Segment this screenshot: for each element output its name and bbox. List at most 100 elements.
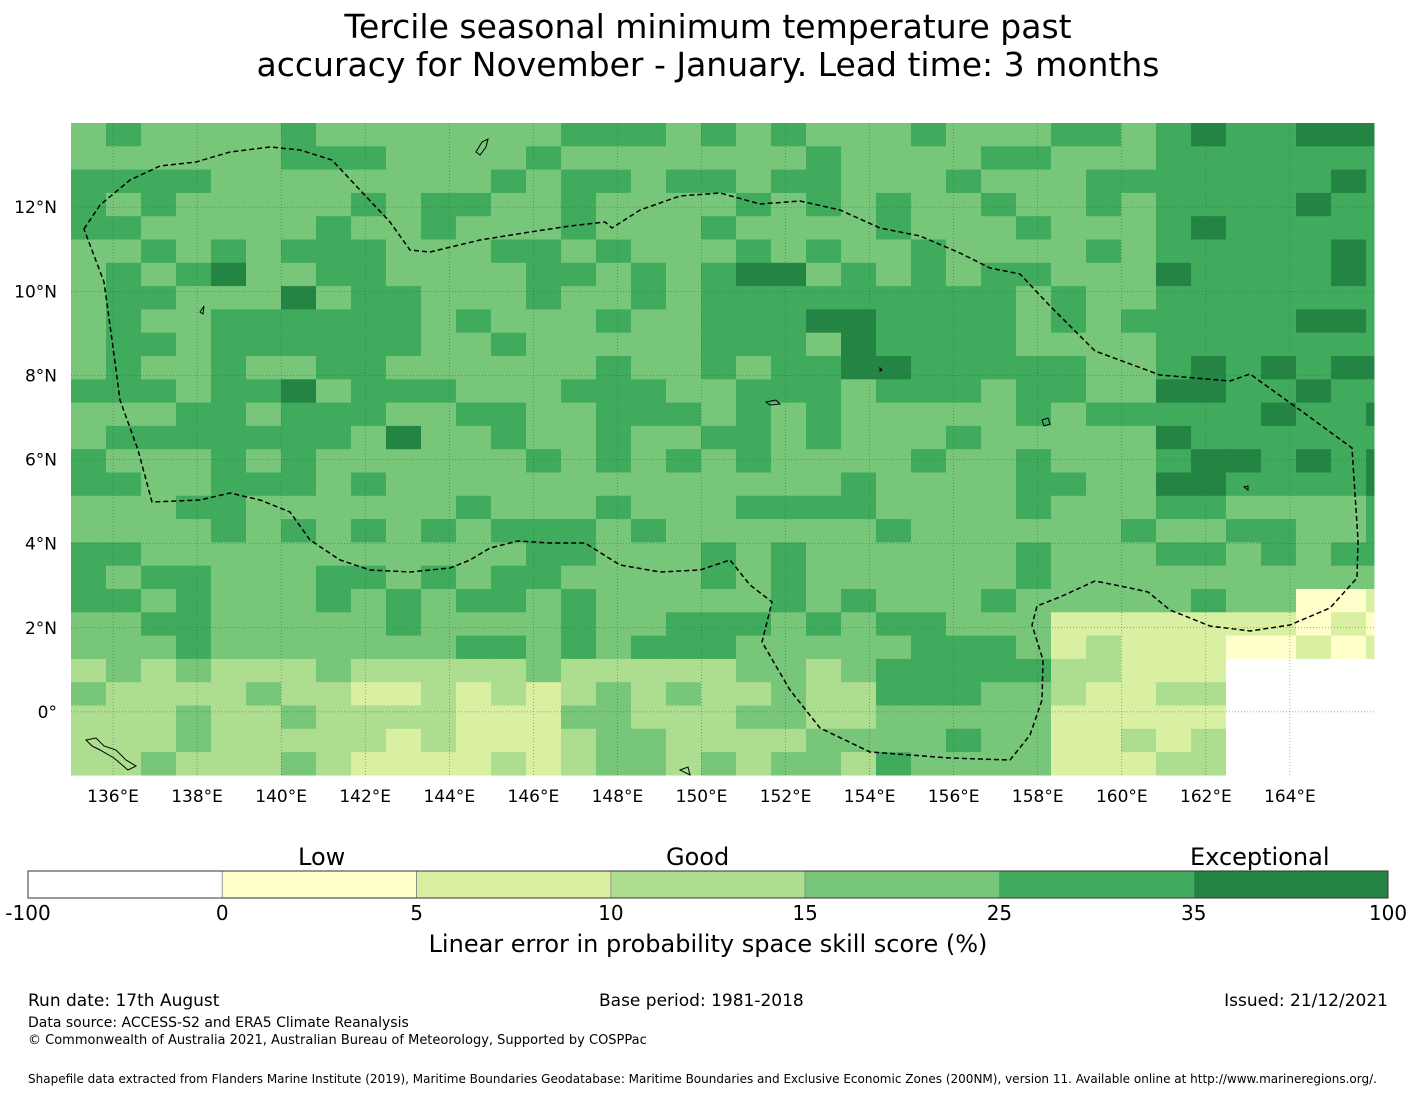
grid-cell	[351, 519, 387, 543]
grid-cell	[1051, 682, 1087, 706]
grid-cell	[106, 425, 142, 450]
grid-cell	[1331, 658, 1367, 683]
grid-cell	[281, 519, 317, 543]
grid-cell	[106, 449, 142, 473]
grid-cell	[1296, 565, 1332, 590]
grid-cell	[736, 612, 772, 637]
grid-cell	[946, 705, 982, 730]
grid-cell	[841, 123, 877, 147]
grid-cell	[1016, 728, 1052, 753]
grid-cell	[736, 146, 772, 171]
grid-cell	[1226, 565, 1262, 590]
grid-cell	[631, 752, 667, 776]
grid-cell	[246, 169, 282, 194]
grid-cell	[736, 472, 772, 497]
grid-cell	[176, 123, 212, 147]
grid-cell	[106, 402, 142, 427]
grid-cell	[526, 635, 562, 660]
grid-cell	[1121, 286, 1157, 310]
grid-cell	[421, 146, 457, 171]
grid-cell	[946, 402, 982, 427]
colorbar-tick-label: 100	[1369, 901, 1407, 925]
grid-cell	[1086, 472, 1122, 497]
grid-cell	[1331, 216, 1367, 240]
grid-cell	[736, 728, 772, 753]
grid-cell	[1016, 612, 1052, 637]
grid-cell	[911, 495, 947, 520]
grid-cell	[281, 472, 317, 497]
grid-cell	[106, 495, 142, 520]
grid-cell	[1051, 519, 1087, 543]
colorbar-tick-label: 10	[598, 901, 623, 925]
grid-cell	[876, 705, 912, 730]
grid-cell	[526, 519, 562, 543]
grid-cell	[911, 635, 947, 660]
grid-cell	[1226, 239, 1262, 264]
grid-cell	[246, 425, 282, 450]
grid-cell	[876, 589, 912, 613]
grid-cell	[1156, 752, 1192, 776]
grid-cell	[1121, 379, 1157, 404]
grid-cell	[491, 565, 527, 590]
grid-cell	[1226, 658, 1262, 683]
grid-cell	[981, 192, 1017, 217]
grid-cell	[666, 123, 702, 147]
grid-cell	[141, 146, 177, 171]
grid-cell	[771, 169, 807, 194]
issued-date: Issued: 21/12/2021	[1224, 991, 1388, 1011]
grid-cell	[806, 192, 842, 217]
grid-cell	[106, 123, 142, 147]
grid-cell	[141, 192, 177, 217]
grid-cell	[316, 356, 352, 380]
grid-cell	[1121, 682, 1157, 706]
grid-cell	[666, 472, 702, 497]
run-date: Run date: 17th August	[28, 991, 220, 1011]
grid-cell	[351, 262, 387, 287]
grid-cell	[491, 612, 527, 637]
grid-cell	[1331, 682, 1367, 706]
grid-cell	[491, 658, 527, 683]
grid-cell	[386, 752, 422, 776]
grid-cell	[281, 589, 317, 613]
grid-cell	[526, 356, 562, 380]
grid-cell	[771, 309, 807, 334]
grid-cell	[1051, 589, 1087, 613]
grid-cell	[176, 146, 212, 171]
grid-cell	[386, 402, 422, 427]
grid-cell	[911, 542, 947, 567]
grid-cell	[736, 123, 772, 147]
latitude-tick-label: 2°N	[25, 619, 57, 639]
grid-cell	[911, 379, 947, 404]
grid-cell	[211, 425, 247, 450]
grid-cell	[701, 356, 737, 380]
map-title-line-2: accuracy for November - January. Lead ti…	[256, 45, 1160, 84]
grid-cell	[946, 356, 982, 380]
grid-cell	[281, 192, 317, 217]
grid-cell	[106, 286, 142, 310]
grid-cell	[736, 262, 772, 287]
grid-cell	[456, 286, 492, 310]
grid-cell	[1261, 635, 1297, 660]
grid-cell	[736, 705, 772, 730]
grid-cell	[1051, 565, 1087, 590]
grid-cell	[1086, 542, 1122, 567]
grid-cell	[1156, 356, 1192, 380]
grid-cell	[106, 332, 142, 357]
grid-cell	[1086, 635, 1122, 660]
grid-cell	[981, 728, 1017, 753]
grid-cell	[596, 728, 632, 753]
grid-cell	[456, 239, 492, 264]
grid-cell	[1366, 402, 1375, 427]
grid-cell	[701, 472, 737, 497]
grid-cell	[351, 449, 387, 473]
grid-cell	[1366, 542, 1375, 567]
grid-cell	[526, 728, 562, 753]
grid-cell	[876, 519, 912, 543]
grid-cell	[666, 565, 702, 590]
grid-cell	[631, 682, 667, 706]
grid-cell	[211, 239, 247, 264]
grid-cell	[71, 752, 107, 776]
grid-cell	[1366, 612, 1375, 637]
longitude-tick-label: 164°E	[1264, 787, 1316, 807]
grid-cell	[176, 449, 212, 473]
